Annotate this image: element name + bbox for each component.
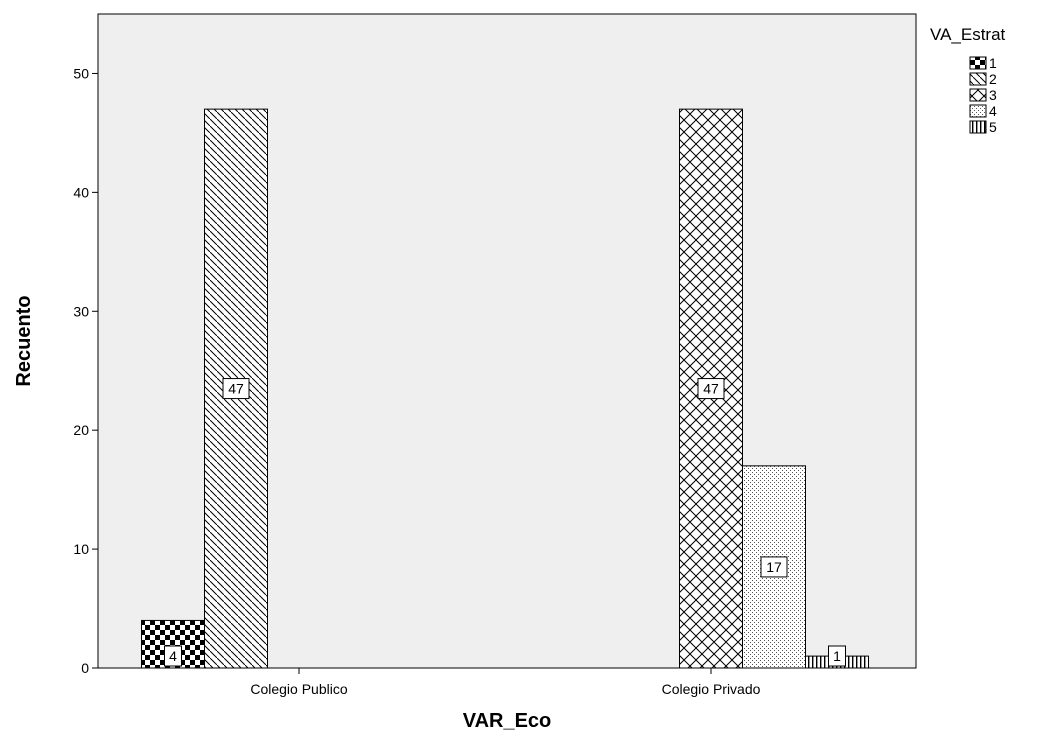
- legend-swatch: [969, 120, 987, 134]
- data-label-box: [760, 556, 788, 578]
- data-label-box: [828, 645, 846, 667]
- legend-swatch: [969, 56, 987, 70]
- y-tick-label: 30: [73, 303, 89, 319]
- legend-label: 5: [989, 119, 997, 135]
- y-tick-label: 0: [81, 660, 89, 676]
- y-axis-title: Recuento: [13, 295, 35, 386]
- y-axis: 0 10 20 30 40 50: [73, 65, 98, 676]
- data-label: 17: [766, 559, 782, 575]
- legend-label: 4: [989, 103, 997, 119]
- bar-series-1: [141, 619, 205, 669]
- x-tick-label: Colegio Publico: [250, 681, 347, 697]
- legend-swatch: [969, 104, 987, 118]
- legend-title: VA_Estrat: [930, 25, 1006, 44]
- data-label: 47: [228, 381, 244, 397]
- y-tick-label: 10: [73, 541, 89, 557]
- data-label: 47: [703, 381, 719, 397]
- data-labels: 4 47 47 17 1: [164, 378, 846, 667]
- x-axis: Colegio Publico Colegio Privado: [250, 668, 761, 697]
- legend-label: 2: [989, 71, 997, 87]
- legend-swatch: [969, 72, 987, 86]
- data-label-box: [164, 645, 182, 667]
- data-label-box: [222, 378, 250, 400]
- y-tick-label: 50: [73, 65, 89, 81]
- y-tick-label: 40: [73, 184, 89, 200]
- data-label-box: [697, 378, 725, 400]
- legend-label: 3: [989, 87, 997, 103]
- data-label: 1: [833, 648, 841, 664]
- legend-swatch: [969, 88, 987, 102]
- data-label: 4: [169, 648, 177, 664]
- x-axis-title: VAR_Eco: [463, 710, 552, 732]
- y-tick-label: 20: [73, 422, 89, 438]
- x-tick-label: Colegio Privado: [662, 681, 761, 697]
- legend-label: 1: [989, 55, 997, 71]
